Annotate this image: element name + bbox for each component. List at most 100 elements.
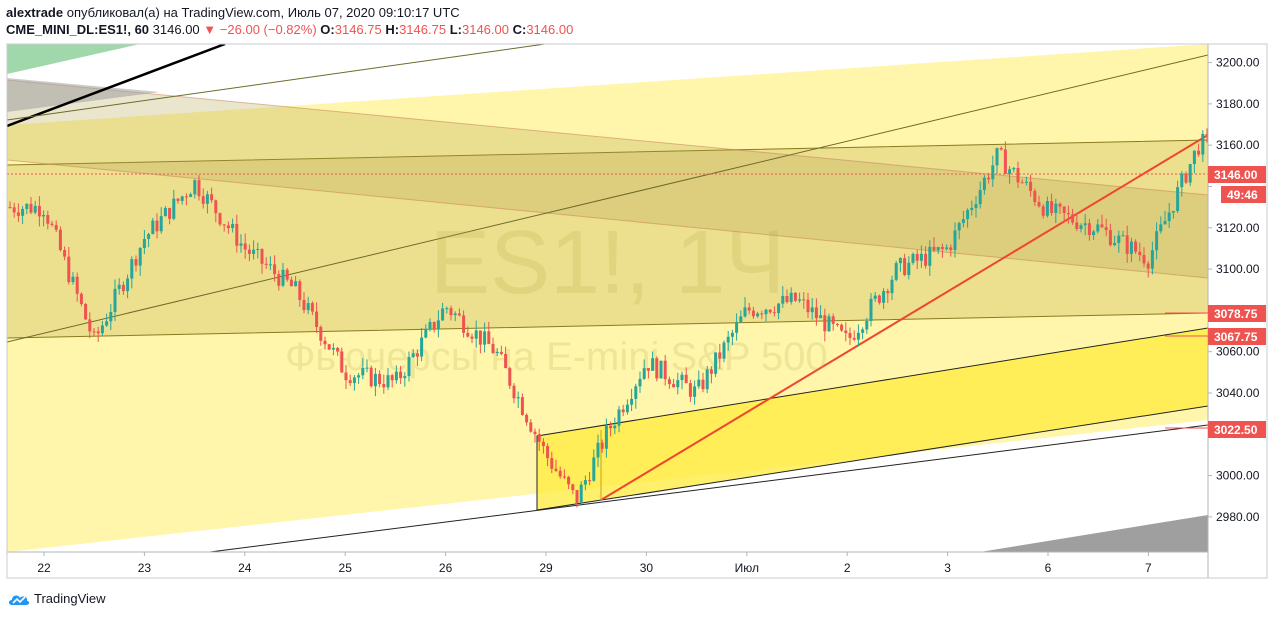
candle-body [315, 311, 319, 327]
candle-body [554, 468, 558, 471]
candle-body [659, 360, 663, 379]
publish-info: alextrade опубликовал(а) на TradingView.… [6, 5, 460, 20]
candle-body [495, 351, 499, 354]
candle-body [793, 292, 797, 301]
candle-body [852, 337, 856, 340]
candle-body [382, 384, 386, 388]
high-value: 3146.75 [399, 22, 447, 37]
candle-body [373, 373, 377, 387]
candle-body [58, 229, 62, 251]
svg-text:3022.50: 3022.50 [1214, 423, 1258, 437]
candle-body [705, 369, 709, 390]
author-name[interactable]: alextrade [6, 5, 64, 20]
candle-body [638, 378, 642, 387]
candle-body [1012, 167, 1016, 170]
candle-body [877, 295, 881, 303]
candle-body [886, 291, 890, 294]
candle-body [96, 331, 100, 334]
candle-body [243, 243, 247, 250]
level-tag-1: 3078.75 [1165, 305, 1266, 322]
date-tick-label: 3 [944, 561, 951, 575]
chart-border [6, 43, 1268, 579]
candle-body [1129, 241, 1133, 254]
date-tick-label: 23 [138, 561, 152, 575]
candle-body [798, 299, 802, 301]
candle-body [155, 220, 159, 232]
chart-plot-area[interactable]: ES1!, 1Ч Фьючерсы на E-mini S&P 500 [7, 44, 1274, 552]
candle-body [336, 347, 340, 352]
candle-body [1071, 214, 1075, 223]
candle-body [730, 332, 734, 337]
candle-body [575, 490, 579, 503]
candle-body [974, 204, 978, 208]
candle-body [768, 309, 772, 313]
candle-body [537, 434, 541, 442]
open-value: 3146.75 [334, 22, 382, 37]
candle-body [1121, 235, 1125, 237]
tradingview-branding[interactable]: TradingView [8, 591, 106, 606]
candle-body [1087, 223, 1091, 236]
candle-body [625, 404, 629, 413]
candle-body [684, 374, 688, 384]
grey-wedge [980, 515, 1208, 552]
candle-body [550, 458, 554, 469]
date-tick-label: 29 [539, 561, 553, 575]
candle-body [369, 367, 373, 387]
candle-body [504, 353, 508, 369]
candle-body [1003, 149, 1007, 174]
candle-body [1142, 254, 1146, 264]
candle-body [210, 194, 214, 201]
candle-body [693, 386, 697, 397]
candle-body [1235, 129, 1238, 136]
candle-body [533, 431, 537, 435]
candle-body [911, 253, 915, 263]
candle-body [890, 279, 894, 294]
symbol-name[interactable]: CME_MINI_DL:ES1!, 60 [6, 22, 150, 37]
candle-body [378, 373, 382, 385]
candle-body [949, 247, 953, 250]
candle-body [1138, 251, 1142, 255]
candle-body [541, 441, 545, 447]
tradingview-brand-name: TradingView [34, 591, 106, 606]
candle-body [1058, 203, 1062, 207]
candle-body [205, 194, 209, 204]
time-axis[interactable]: 22 23 24 25 26 29 30 Июл 2 3 6 7 [37, 552, 1152, 575]
candle-body [1117, 235, 1121, 243]
candle-body [344, 372, 348, 381]
candle-body [1075, 222, 1079, 229]
candle-body [873, 295, 877, 299]
candle-body [722, 342, 726, 359]
candle-body [394, 371, 398, 381]
candle-body [655, 358, 659, 379]
candle-body [529, 422, 533, 432]
candle-body [281, 269, 285, 286]
candle-body [1037, 202, 1041, 207]
candle-body [642, 368, 646, 379]
candle-body [390, 375, 394, 381]
candle-body [1020, 182, 1024, 184]
candle-body [1163, 221, 1167, 225]
candle-body [1146, 263, 1150, 269]
candle-body [252, 249, 256, 254]
candle-body [8, 207, 12, 209]
candle-body [357, 375, 361, 378]
candle-body [352, 377, 356, 384]
candle-body [121, 284, 125, 292]
candle-body [1024, 181, 1028, 183]
candle-body [474, 330, 478, 339]
candle-body [961, 219, 965, 224]
candle-body [1108, 230, 1112, 246]
candle-body [953, 230, 957, 250]
open-label: O: [320, 22, 335, 37]
candle-body [499, 351, 503, 354]
candle-body [1167, 212, 1171, 222]
last-price: 3146.00 [152, 22, 200, 37]
candle-body [79, 293, 83, 304]
candle-body [113, 288, 117, 312]
candle-body [579, 484, 583, 503]
price-axis[interactable]: 2980.00 3000.00 3040.00 3060.00 3100.00 3120.… [1208, 56, 1260, 524]
price-tick-label: 3200.00 [1216, 56, 1260, 70]
candle-body [483, 331, 487, 345]
candle-body [478, 330, 482, 345]
